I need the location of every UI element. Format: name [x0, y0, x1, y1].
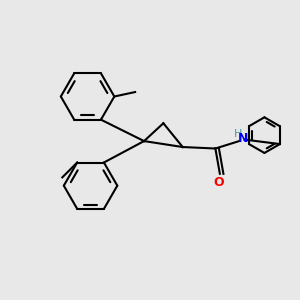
Text: O: O [213, 176, 224, 189]
Text: N: N [238, 132, 248, 145]
Text: H: H [233, 129, 242, 139]
